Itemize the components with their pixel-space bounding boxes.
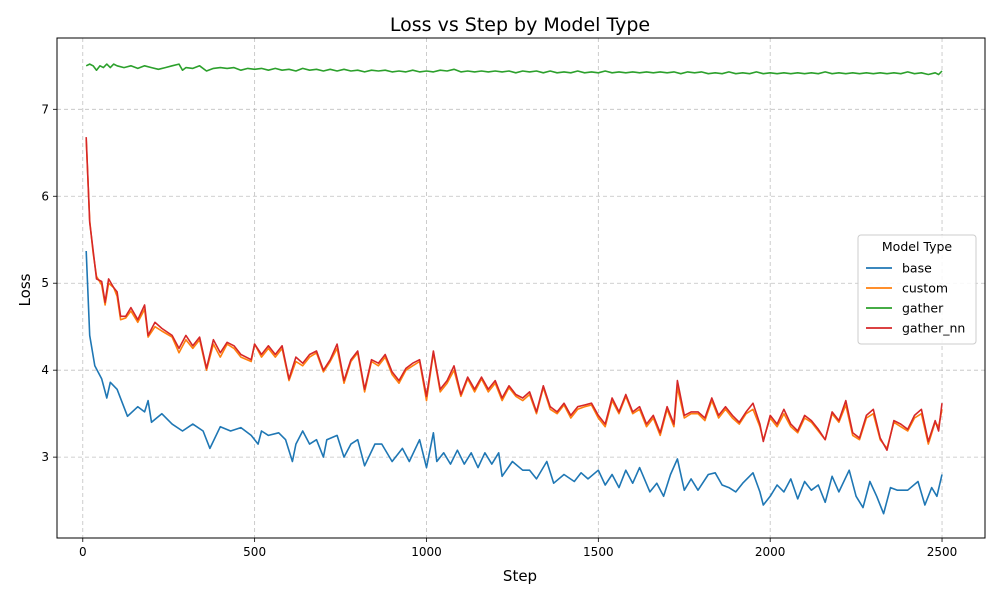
grid [57,38,985,538]
legend-label-gather: gather [902,301,944,316]
x-tick-label: 1500 [583,545,614,559]
x-tick-label: 500 [243,545,266,559]
y-tick-label: 5 [41,276,49,290]
x-tick-label: 0 [79,545,87,559]
series-line-gather-nn [85,137,943,451]
legend-label-base: base [902,261,932,276]
y-tick-label: 7 [41,102,49,116]
chart-title: Loss vs Step by Model Type [390,14,650,36]
y-axis-label: Loss [16,273,34,306]
legend-title: Model Type [882,239,953,254]
y-tick-label: 6 [41,189,49,203]
y-tick-label: 3 [41,450,49,464]
legend-label-custom: custom [902,281,948,296]
legend-entries: base custom gather gather_nn [866,261,965,336]
series-lines [85,63,943,515]
x-axis-label: Step [503,567,537,585]
x-tick-label: 1000 [411,545,442,559]
series-line-gather [85,63,943,76]
legend-label-gather-nn: gather_nn [902,321,965,336]
series-line-base [85,250,943,515]
plot-frame [56,37,986,539]
axis-ticks: 0 500 1000 1500 2000 2500 3 4 5 6 7 [41,102,957,559]
legend: Model Type base custom gather gather_nn [857,234,977,345]
y-tick-label: 4 [41,363,49,377]
x-tick-label: 2000 [755,545,786,559]
legend-box [857,234,977,345]
x-tick-label: 2500 [927,545,958,559]
